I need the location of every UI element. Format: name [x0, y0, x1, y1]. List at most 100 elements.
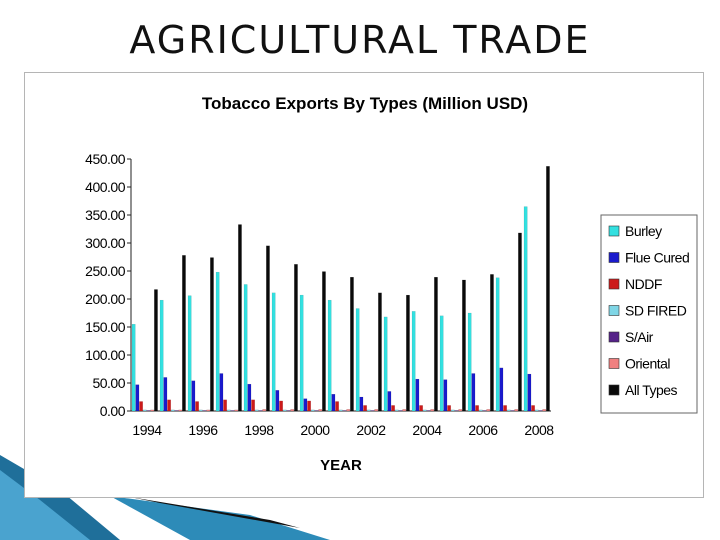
bar-oriental-1997 [234, 409, 239, 412]
y-tick-label: 100.00 [85, 347, 126, 363]
y-tick-label: 450.00 [85, 151, 126, 167]
bar-oriental-1999 [290, 409, 295, 412]
bar-sd-fired-1997 [226, 409, 231, 412]
bar-s-air-2000 [314, 410, 319, 412]
bar-sd-fired-2005 [450, 409, 455, 412]
bar-nddf-2003 [391, 405, 395, 412]
bar-burley-1995 [159, 299, 164, 412]
bar-oriental-2002 [374, 409, 379, 412]
legend-label-sd-fired: SD FIRED [625, 303, 687, 319]
bar-s-air-2007 [510, 410, 515, 412]
bar-nddf-2006 [475, 405, 479, 412]
legend-swatch-sd-fired [608, 305, 620, 316]
bar-all-types-2007 [518, 232, 522, 412]
bar-burley-1997 [215, 271, 220, 412]
bar-flue-cured-1998 [247, 383, 252, 412]
legend-swatch-burley [608, 225, 620, 237]
bar-flue-cured-1994 [135, 384, 140, 412]
chart-title: Tobacco Exports By Types (Million USD) [202, 94, 528, 113]
bar-flue-cured-2005 [443, 379, 448, 412]
bar-flue-cured-1997 [219, 373, 224, 412]
bar-nddf-1997 [223, 399, 227, 412]
bar-all-types-2004 [434, 277, 438, 412]
y-tick-label: 400.00 [85, 179, 126, 195]
y-tick-label: 0.00 [100, 403, 126, 419]
bar-all-types-1996 [210, 257, 214, 412]
legend-swatch-all-types [608, 384, 620, 396]
bar-sd-fired-2006 [478, 409, 483, 412]
bar-nddf-2007 [503, 405, 507, 412]
bar-all-types-2008 [546, 166, 550, 412]
x-tick-label: 2006 [468, 422, 498, 438]
bar-flue-cured-1996 [191, 380, 196, 412]
legend-swatch-oriental [608, 358, 620, 369]
bar-s-air-1998 [258, 410, 263, 412]
legend-label-all-types: All Types [625, 382, 678, 398]
bar-s-air-2008 [538, 410, 543, 412]
bar-burley-2006 [467, 312, 472, 412]
x-tick-label: 2008 [524, 422, 554, 438]
bar-sd-fired-2003 [394, 409, 399, 412]
legend-label-s-air: S/Air [625, 329, 654, 345]
y-tick-label: 250.00 [85, 263, 126, 279]
bar-flue-cured-1999 [275, 390, 280, 412]
bar-oriental-1996 [206, 409, 211, 412]
bar-burley-2000 [299, 294, 304, 412]
bar-sd-fired-1999 [282, 409, 287, 412]
bar-flue-cured-2007 [499, 367, 504, 412]
bar-oriental-2008 [542, 409, 547, 412]
bar-sd-fired-2001 [338, 409, 343, 412]
x-tick-label: 1998 [244, 422, 274, 438]
bar-all-types-2003 [406, 294, 410, 412]
bar-burley-1994 [131, 324, 136, 412]
bar-all-types-1995 [182, 255, 186, 412]
bar-all-types-2001 [350, 277, 354, 412]
bar-flue-cured-2002 [359, 396, 364, 412]
bar-all-types-1994 [154, 289, 158, 412]
bar-all-types-2000 [322, 271, 326, 412]
swoosh-light-shape [0, 470, 90, 540]
bar-nddf-1999 [279, 400, 283, 412]
bar-all-types-1998 [266, 245, 270, 412]
x-tick-label: 2004 [412, 422, 442, 438]
bar-nddf-1996 [195, 401, 199, 412]
bar-s-air-1996 [202, 410, 207, 412]
bar-s-air-2004 [426, 410, 431, 412]
y-tick-label: 50.00 [92, 375, 125, 391]
bar-burley-1996 [187, 295, 192, 412]
bar-s-air-2003 [398, 410, 403, 412]
legend-label-oriental: Oriental [625, 356, 670, 372]
bar-flue-cured-2004 [415, 378, 420, 412]
bar-nddf-1995 [167, 399, 171, 412]
bar-s-air-1999 [286, 410, 291, 412]
bar-s-air-2001 [342, 410, 347, 412]
bar-all-types-2005 [462, 279, 466, 412]
bar-oriental-2006 [486, 409, 491, 412]
x-tick-label: 1994 [132, 422, 162, 438]
bar-burley-2005 [439, 315, 444, 412]
bar-sd-fired-2008 [534, 409, 539, 412]
y-tick-label: 300.00 [85, 235, 126, 251]
bar-burley-2002 [355, 308, 360, 412]
swoosh-stripe-blue [110, 496, 330, 540]
bar-s-air-1995 [174, 410, 179, 412]
y-tick-label: 200.00 [85, 291, 126, 307]
legend-swatch-nddf [608, 278, 620, 290]
legend-swatch-s-air [608, 331, 620, 343]
bar-oriental-2007 [514, 409, 519, 412]
chart-svg: Tobacco Exports By Types (Million USD) 0.… [85, 94, 698, 474]
bar-all-types-1999 [294, 264, 298, 412]
bar-nddf-2005 [447, 405, 451, 412]
bar-sd-fired-2007 [506, 409, 511, 412]
bar-oriental-2005 [458, 409, 463, 412]
bar-oriental-2001 [346, 409, 351, 412]
bar-s-air-1994 [146, 410, 151, 412]
bar-flue-cured-2001 [331, 394, 336, 412]
bar-sd-fired-1998 [254, 409, 259, 412]
bar-s-air-2005 [454, 410, 459, 412]
x-tick-label: 2000 [300, 422, 330, 438]
y-tick-label: 350.00 [85, 207, 126, 223]
legend-swatch-flue-cured [608, 252, 620, 263]
bar-burley-1998 [243, 284, 248, 412]
bar-burley-2007 [495, 277, 500, 412]
